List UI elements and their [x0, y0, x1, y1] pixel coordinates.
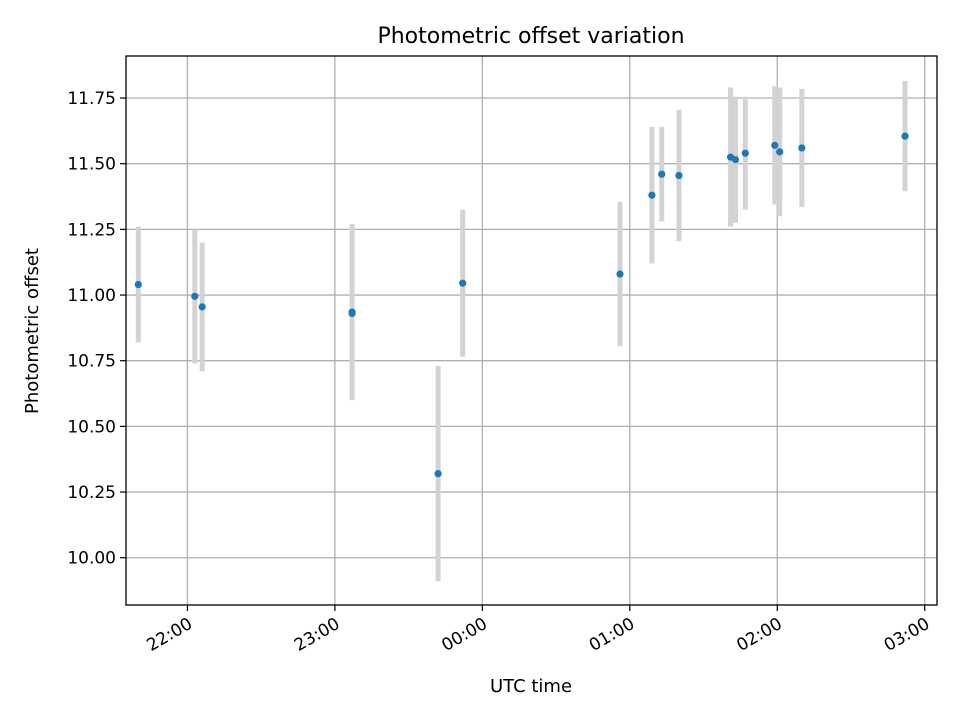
plot-frame: [125, 55, 938, 606]
data-point: [459, 279, 467, 287]
data-point: [648, 191, 656, 199]
y-tick-label: 11.75: [67, 89, 116, 109]
y-tick-label: 10.50: [67, 417, 116, 437]
data-point: [741, 149, 749, 157]
data-point: [191, 292, 199, 300]
data-point: [434, 470, 442, 478]
data-point: [776, 148, 784, 156]
y-tick-label: 11.00: [67, 286, 116, 306]
data-point: [798, 144, 806, 152]
x-axis-label: UTC time: [490, 676, 572, 697]
data-point: [731, 156, 740, 164]
data-point: [616, 270, 624, 278]
data-point: [771, 141, 779, 149]
data-point: [198, 303, 206, 311]
y-tick-label: 10.00: [67, 549, 116, 569]
y-tick-label: 10.25: [67, 483, 116, 503]
data-point: [658, 170, 666, 178]
y-tick-label: 11.25: [67, 220, 116, 240]
y-tick-label: 10.75: [67, 352, 116, 372]
data-point: [675, 171, 683, 180]
chart-title: Photometric offset variation: [377, 24, 684, 49]
y-axis-label: Photometric offset: [22, 248, 43, 414]
data-points: [134, 132, 909, 478]
y-tick-label: 11.50: [67, 155, 116, 175]
data-point: [348, 309, 356, 318]
data-point: [134, 280, 142, 289]
data-point: [901, 132, 909, 140]
